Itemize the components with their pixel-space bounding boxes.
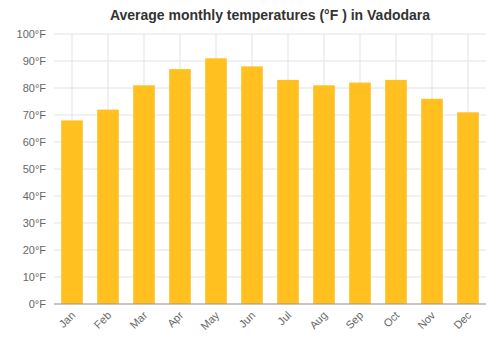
y-tick-label: 30°F: [23, 217, 47, 229]
x-tick-label: Jun: [236, 309, 257, 330]
page: {"chart_data": {"type": "bar", "title": …: [0, 0, 500, 350]
x-tick-label: May: [198, 309, 222, 333]
x-tick-label: Mar: [128, 309, 150, 331]
chart-svg: 0°F 10°F 20°F 30°F 40°F 50°F 60°F 70°F 80°F 90°F 1…: [0, 0, 500, 350]
x-tick-label: Jul: [275, 309, 293, 327]
bar: [277, 80, 299, 304]
y-tick-label: 10°F: [23, 271, 47, 283]
bar: [349, 83, 371, 304]
chart-title: Average monthly temperatures (°F ) in Va…: [110, 7, 430, 23]
grid: [54, 34, 486, 304]
bar: [385, 80, 407, 304]
bar: [133, 85, 155, 304]
chart-container: 0°F 10°F 20°F 30°F 40°F 50°F 60°F 70°F 80°F 90°F 1…: [0, 0, 500, 350]
y-tick-label: 90°F: [23, 55, 47, 67]
y-axis: 0°F 10°F 20°F 30°F 40°F 50°F 60°F 70°F 80°F 90°F 1…: [17, 28, 47, 310]
x-tick-label: Feb: [92, 309, 114, 331]
y-grid-line: [54, 34, 486, 35]
bar: [241, 66, 263, 304]
bar: [97, 110, 119, 304]
y-grid-line: [54, 88, 486, 89]
y-tick-label: 0°F: [29, 298, 47, 310]
x-tick-label: Dec: [451, 309, 474, 332]
y-tick-label: 40°F: [23, 190, 47, 202]
x-tick-label: Oct: [381, 309, 402, 330]
x-tick-label: Nov: [415, 309, 438, 332]
x-tick-label: Sep: [343, 309, 365, 331]
bar: [61, 120, 83, 304]
y-tick-label: 60°F: [23, 136, 47, 148]
y-tick-label: 80°F: [23, 82, 47, 94]
y-grid-line: [54, 61, 486, 62]
y-tick-label: 100°F: [17, 28, 47, 40]
y-tick-label: 50°F: [23, 163, 47, 175]
y-tick-label: 70°F: [23, 109, 47, 121]
x-axis: Jan Feb Mar Apr May Jun Jul Aug Sep Oct Nov Dec: [56, 309, 473, 333]
bar: [421, 99, 443, 304]
bar: [457, 112, 479, 304]
x-axis-line: [54, 304, 486, 305]
bars: [61, 58, 479, 304]
bar: [169, 69, 191, 304]
bar: [313, 85, 335, 304]
x-tick-label: Apr: [165, 309, 186, 330]
bar: [205, 58, 227, 304]
y-grid-line: [54, 304, 486, 305]
x-tick-label: Jan: [56, 309, 77, 330]
y-tick-label: 20°F: [23, 244, 47, 256]
x-tick-label: Aug: [307, 309, 329, 331]
